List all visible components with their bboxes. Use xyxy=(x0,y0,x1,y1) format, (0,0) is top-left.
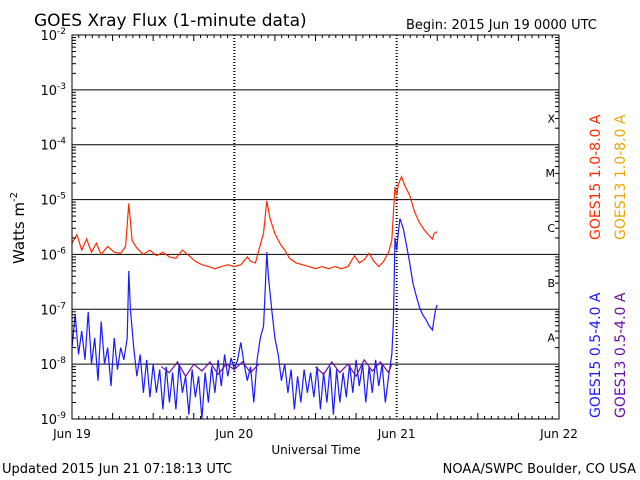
x-axis-label: Universal Time xyxy=(271,443,360,457)
x-tick-label: Jun 20 xyxy=(214,427,253,441)
x-tick-label: Jun 21 xyxy=(377,427,416,441)
legend-entry: GOES13 0.5-4.0 A xyxy=(613,292,629,418)
flare-class-label: B xyxy=(547,277,555,290)
flare-class-label: A xyxy=(547,332,555,345)
y-tick-label: 10-6 xyxy=(40,246,66,263)
y-tick-label: 10-8 xyxy=(40,356,66,373)
grid xyxy=(72,35,559,419)
plot-frame xyxy=(71,34,560,420)
chart-title: GOES Xray Flux (1-minute data) xyxy=(34,11,307,31)
y-tick-label: 10-2 xyxy=(40,27,66,44)
legend-entry: GOES15 1.0-8.0 A xyxy=(588,114,604,240)
updated-label: Updated 2015 Jun 21 07:18:13 UTC xyxy=(2,462,232,477)
series-line-0 xyxy=(71,175,438,270)
begin-label: Begin: 2015 Jun 19 0000 UTC xyxy=(406,18,597,33)
flare-class-label: X xyxy=(547,112,555,125)
flare-class-label: C xyxy=(547,222,555,235)
y-tick-label: 10-9 xyxy=(40,411,66,428)
y-tick-label: 10-7 xyxy=(40,301,66,318)
y-tick-label: 10-5 xyxy=(40,192,66,209)
legend-entry: GOES15 0.5-4.0 A xyxy=(588,292,604,418)
series-line-3 xyxy=(315,358,393,378)
y-tick-label: 10-4 xyxy=(40,137,66,154)
x-tick-label: Jun 22 xyxy=(539,427,578,441)
y-tick-label: 10-3 xyxy=(40,82,66,99)
y-axis-label: Watts m-2 xyxy=(9,192,28,264)
legend-entry: GOES13 1.0-8.0 A xyxy=(613,114,629,240)
legend: GOES15 1.0-8.0 A GOES13 1.0-8.0 A GOES15 0… xyxy=(588,114,629,418)
x-tick-label: Jun 19 xyxy=(52,427,91,441)
series-line-3 xyxy=(160,360,260,378)
series-line-2 xyxy=(71,218,438,420)
flare-class-label: M xyxy=(546,167,556,180)
credit-label: NOAA/SWPC Boulder, CO USA xyxy=(443,462,636,477)
series-layer xyxy=(71,175,438,420)
